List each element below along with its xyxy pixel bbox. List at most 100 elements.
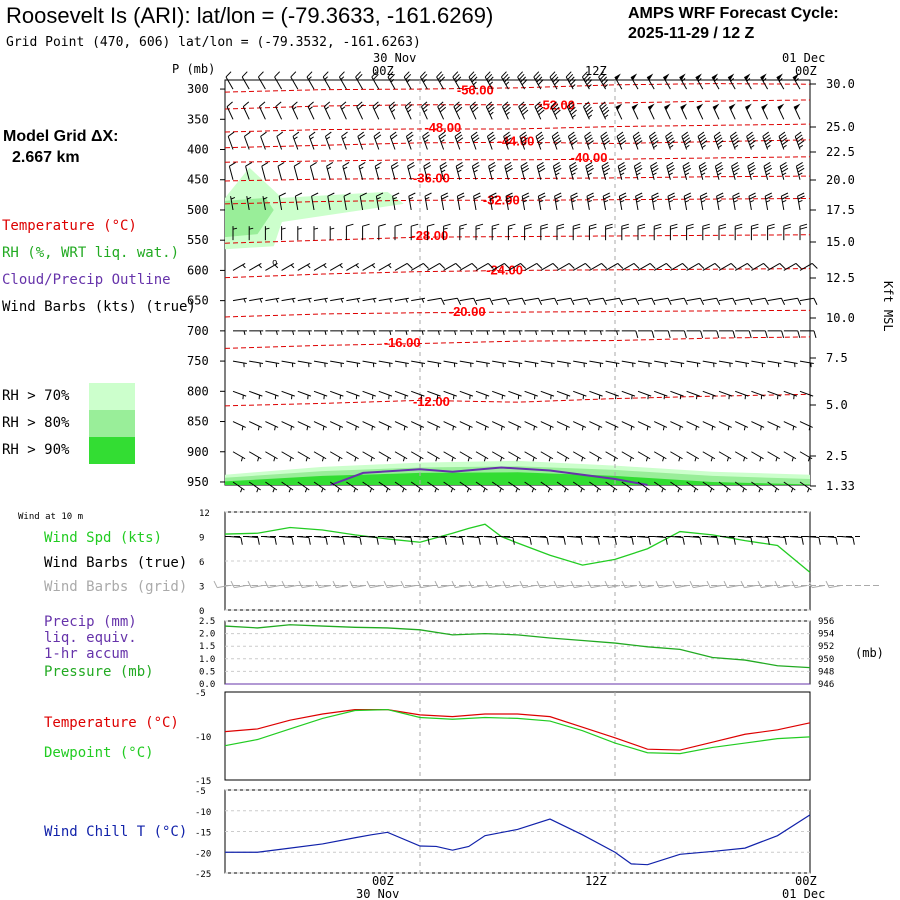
wind-barb xyxy=(297,481,310,493)
wind-barb xyxy=(734,223,743,241)
wind-barb xyxy=(484,71,494,90)
barb-shaft xyxy=(491,451,505,460)
barb-full xyxy=(781,330,785,338)
barb-half xyxy=(309,136,314,140)
barb-full xyxy=(665,131,672,137)
barb-half xyxy=(355,264,360,269)
wind-barb xyxy=(589,262,608,271)
wind-barb xyxy=(635,192,643,211)
barb-shaft xyxy=(230,196,234,211)
barb-shaft xyxy=(637,297,652,302)
wind-barb xyxy=(346,451,359,462)
barb-shaft xyxy=(232,360,247,365)
rh-region-90 xyxy=(225,472,810,485)
barb-full xyxy=(521,79,528,86)
barb-shaft xyxy=(549,76,558,90)
barb-full xyxy=(651,167,659,173)
barb-shaft xyxy=(735,360,750,365)
barb-shaft xyxy=(302,585,315,589)
barb-full xyxy=(325,131,332,137)
wind-barb xyxy=(589,481,602,493)
barb-shaft xyxy=(454,136,461,150)
wind-barb xyxy=(459,421,473,431)
barb-half xyxy=(581,457,584,462)
barb-full xyxy=(585,162,593,167)
wind-barb xyxy=(392,192,400,211)
barb-shaft xyxy=(466,536,479,539)
barb-shaft xyxy=(702,421,716,428)
barb-shaft xyxy=(394,390,409,397)
wind-barb-grid xyxy=(230,580,247,589)
barb-full xyxy=(372,73,379,80)
wind-barb xyxy=(696,103,704,120)
barb-full xyxy=(602,137,610,143)
barb-flag xyxy=(664,103,671,111)
barb-half xyxy=(565,426,568,431)
wind-barb xyxy=(637,421,651,431)
wind-barb xyxy=(702,223,710,241)
wind-barb xyxy=(637,390,652,400)
barb-full xyxy=(568,263,575,269)
wind-barb xyxy=(799,421,813,431)
barb-shaft xyxy=(243,136,250,150)
barb-half xyxy=(425,196,430,200)
wind-barb-grid xyxy=(604,580,621,589)
barb-full xyxy=(518,101,525,107)
wind-barb xyxy=(751,481,764,493)
wind-barb-grid xyxy=(621,580,638,589)
barb-shaft xyxy=(373,136,380,150)
wind-barb xyxy=(524,421,538,431)
barb-full xyxy=(781,195,789,200)
bottom-12z-label: 12Z xyxy=(585,874,607,888)
wind-barb xyxy=(551,131,562,150)
barb-shaft xyxy=(485,106,493,120)
wind-barb xyxy=(265,360,280,368)
wind-barb xyxy=(589,421,603,431)
barb-shaft xyxy=(589,390,603,397)
wind-barb xyxy=(727,73,736,90)
wind-barb xyxy=(362,262,376,271)
wind-barb-grid xyxy=(536,580,553,589)
barb-full xyxy=(521,164,529,170)
barb-full xyxy=(733,195,741,200)
barb-full xyxy=(715,164,723,170)
barb-full xyxy=(746,131,753,137)
barb-full xyxy=(535,131,543,137)
barb-shaft xyxy=(502,106,509,120)
wind-barb-grid xyxy=(553,580,570,589)
barb-full xyxy=(440,164,448,170)
barb-full xyxy=(343,192,351,197)
barb-shaft xyxy=(540,360,555,365)
barb-shaft xyxy=(621,360,636,365)
barb-full xyxy=(495,537,498,545)
forecast-cycle-value: 2025-11-29 / 12 Z xyxy=(628,25,755,42)
barb-half xyxy=(727,426,730,431)
wind-barb xyxy=(621,451,635,462)
barb-shaft xyxy=(407,166,412,180)
bottom-right-date-label: 01 Dec xyxy=(782,887,825,900)
wind-barb xyxy=(330,330,345,335)
barb-shaft xyxy=(410,421,425,428)
barb-full xyxy=(225,71,232,78)
barb-shaft xyxy=(589,262,602,271)
barb-half xyxy=(489,81,494,86)
barb-shaft xyxy=(265,262,278,271)
wind-barb xyxy=(670,330,687,338)
barb-full xyxy=(469,101,476,107)
barb-shaft xyxy=(605,481,618,491)
wind-barb-true xyxy=(296,536,311,545)
barb-shaft xyxy=(567,136,574,150)
chill-frame xyxy=(224,789,811,874)
wind-barb xyxy=(297,297,312,303)
barb-half xyxy=(652,172,657,176)
barb-flag xyxy=(777,103,785,111)
barb-full xyxy=(699,137,707,143)
barb-shaft xyxy=(341,136,347,150)
barb-shaft xyxy=(475,297,490,302)
wind-barb xyxy=(502,101,511,120)
barb-shaft xyxy=(394,481,407,491)
pressure-tick-label: 950 xyxy=(818,655,834,665)
barb-full xyxy=(422,263,429,269)
barb-full xyxy=(586,109,594,116)
